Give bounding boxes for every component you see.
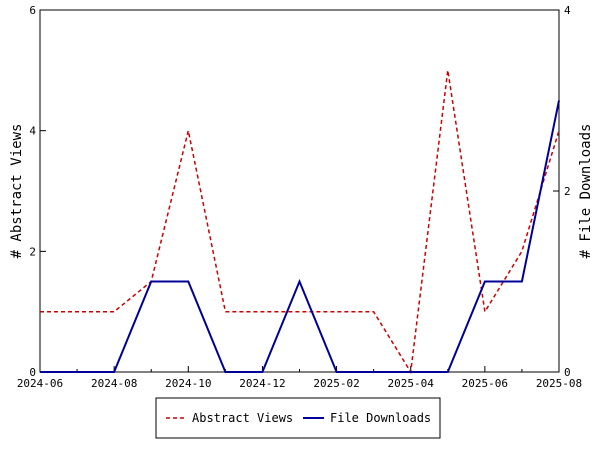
x-axis-ticks: 2024-06 2024-08 2024-10 2024-12 2025-02 2025-… [17, 366, 582, 390]
x-tick-label: 2025-08 [536, 377, 582, 390]
x-tick-label: 2024-10 [165, 377, 211, 390]
left-tick-label: 6 [29, 4, 36, 17]
legend-box [155, 397, 441, 439]
right-tick-label: 4 [564, 4, 571, 17]
legend-label-abstract-views: Abstract Views [192, 411, 293, 425]
legend-label-file-downloads: File Downloads [330, 411, 431, 425]
plot-area [39, 9, 560, 373]
right-axis-title: # File Downloads [578, 124, 594, 259]
left-tick-label: 4 [29, 125, 36, 138]
x-tick-label: 2025-04 [388, 377, 435, 390]
x-tick-label: 2024-12 [239, 377, 285, 390]
right-tick-label: 2 [564, 185, 571, 198]
legend: Abstract Views File Downloads [155, 397, 441, 439]
right-axis-ticks: 0 2 4 [553, 4, 571, 379]
x-tick-label: 2024-08 [91, 377, 137, 390]
x-tick-label: 2025-02 [313, 377, 359, 390]
right-tick-label: 0 [564, 366, 571, 379]
left-tick-label: 2 [29, 245, 36, 258]
series-line-file-downloads [40, 100, 560, 373]
left-axis-title: # Abstract Views [9, 124, 25, 259]
x-tick-label: 2024-06 [17, 377, 63, 390]
x-tick-label: 2025-06 [462, 377, 508, 390]
series-layer [40, 70, 560, 375]
left-tick-label: 0 [29, 366, 36, 379]
